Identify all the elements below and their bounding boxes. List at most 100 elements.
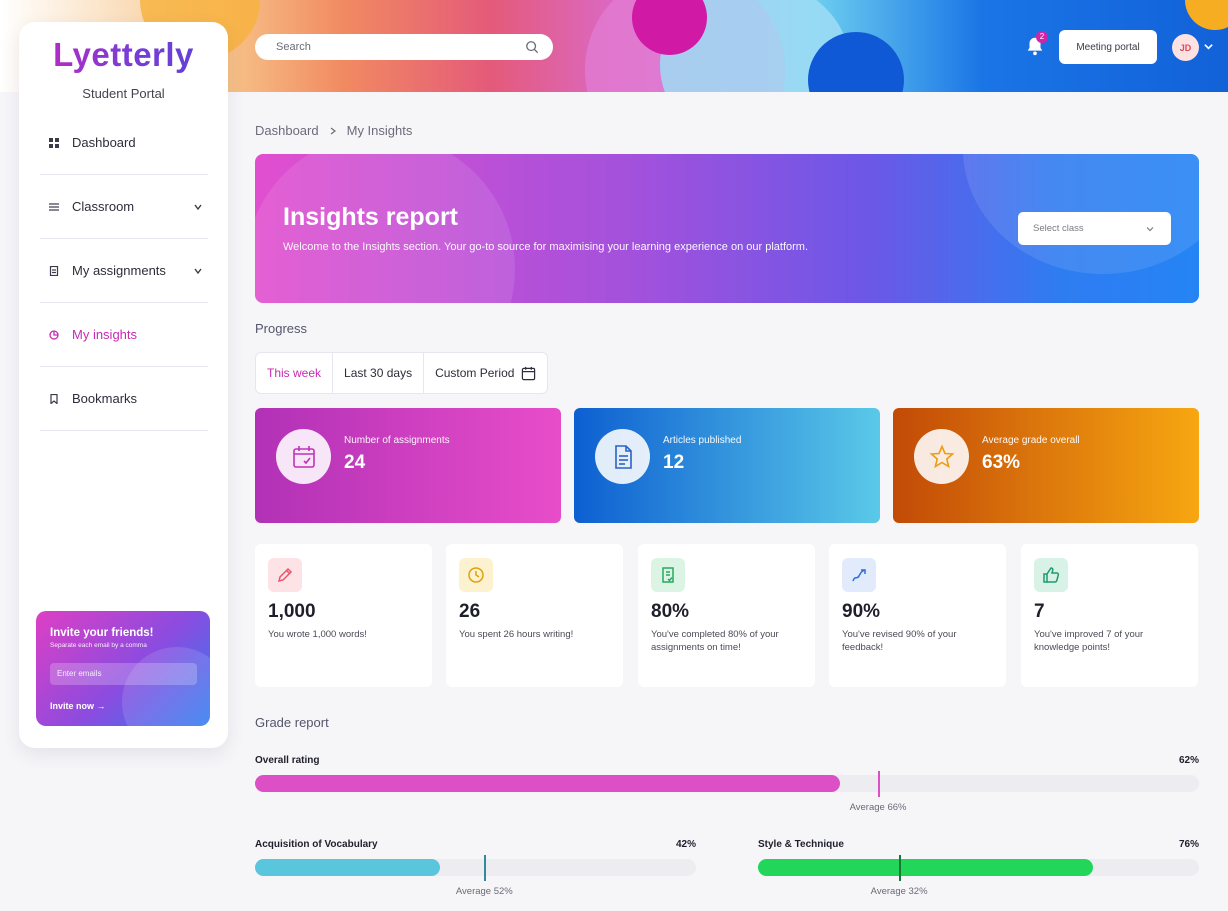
average-marker <box>484 855 487 881</box>
stat-icon-box <box>268 558 302 592</box>
notification-badge: 2 <box>1036 31 1048 43</box>
kpi-card-assignments: Number of assignments 24 <box>255 408 561 523</box>
list-icon <box>49 202 59 211</box>
portal-label: Student Portal <box>82 86 165 101</box>
stat-value: 7 <box>1034 601 1045 622</box>
star-icon <box>929 443 954 468</box>
tab-last-30-days[interactable]: Last 30 days <box>333 353 425 393</box>
select-class-dropdown[interactable]: Select class <box>1018 212 1171 245</box>
decor-circle <box>122 647 210 726</box>
stat-description: You've completed 80% of your assignments… <box>651 629 779 653</box>
breadcrumb-current: My Insights <box>346 123 413 138</box>
kpi-icon-circle <box>914 429 969 484</box>
kpi-card-articles: Articles published 12 <box>574 408 880 523</box>
search-input[interactable]: Search <box>255 34 553 60</box>
chevron-down-icon[interactable] <box>193 202 203 212</box>
average-label: Average 52% <box>455 886 513 897</box>
kpi-value: 24 <box>344 452 366 473</box>
select-class-placeholder: Select class <box>1033 223 1084 234</box>
chevron-down-icon[interactable] <box>193 266 203 276</box>
average-marker <box>878 771 881 797</box>
invite-subtitle: Separate each email by a comma <box>50 642 147 649</box>
sidebar-nav: Dashboard Classroom My assignments My in… <box>40 111 208 431</box>
kpi-label: Articles published <box>663 435 742 446</box>
stat-value: 26 <box>459 601 481 622</box>
average-label: Average 66% <box>849 802 907 813</box>
progress-title: Progress <box>255 321 308 336</box>
grade-report-title: Grade report <box>255 715 329 730</box>
logo[interactable]: Lyetterly <box>19 36 228 74</box>
search-icon[interactable] <box>525 40 539 54</box>
tab-this-week[interactable]: This week <box>256 353 334 393</box>
grade-bar-label: Overall rating <box>255 755 320 766</box>
breadcrumb: Dashboard My Insights <box>255 123 412 138</box>
stat-card-words: 1,000 You wrote 1,000 words! <box>255 544 432 687</box>
stat-description: You spent 26 hours writing! <box>459 629 574 640</box>
grade-bar-value: 42% <box>675 839 696 850</box>
kpi-label: Average grade overall <box>982 435 1080 446</box>
progress-fill <box>255 859 441 876</box>
grade-bar-label: Acquisition of Vocabulary <box>255 839 378 850</box>
grade-bar-value: 76% <box>1178 839 1199 850</box>
chevron-down-icon[interactable] <box>1203 41 1214 52</box>
stat-icon-box <box>651 558 685 592</box>
bookmark-icon <box>50 393 58 404</box>
checklist-icon <box>662 567 674 583</box>
grade-bar-value: 62% <box>1178 755 1199 766</box>
avatar[interactable]: JD <box>1172 34 1199 61</box>
sidebar-item-dashboard[interactable]: Dashboard <box>40 111 208 175</box>
period-tabs: This week Last 30 days Custom Period <box>255 352 549 394</box>
average-label: Average 32% <box>870 886 928 897</box>
tab-custom-period[interactable]: Custom Period <box>424 353 547 393</box>
breadcrumb-dashboard[interactable]: Dashboard <box>255 123 319 138</box>
pie-chart-icon <box>49 329 59 340</box>
kpi-label: Number of assignments <box>344 435 450 446</box>
meeting-portal-button[interactable]: Meeting portal <box>1059 30 1157 64</box>
stat-card-revised: 90% You've revised 90% of your feedback! <box>829 544 1006 687</box>
grid-icon <box>49 137 59 148</box>
stat-description: You've revised 90% of your feedback! <box>842 629 957 653</box>
sidebar-item-my-assignments[interactable]: My assignments <box>40 239 208 303</box>
stat-card-hours: 26 You spent 26 hours writing! <box>446 544 623 687</box>
tab-custom-period-label: Custom Period <box>435 366 515 380</box>
stat-description: You wrote 1,000 words! <box>268 629 367 640</box>
invite-email-input[interactable]: Enter emails <box>50 663 197 685</box>
progress-fill <box>255 775 841 792</box>
sidebar-item-label: My assignments <box>72 263 166 278</box>
kpi-icon-circle <box>276 429 331 484</box>
pencil-icon <box>277 567 293 583</box>
stat-value: 80% <box>651 601 690 622</box>
stat-icon-box <box>842 558 876 592</box>
thumbs-up-icon <box>1043 567 1060 583</box>
trend-icon <box>852 569 866 582</box>
sidebar-item-bookmarks[interactable]: Bookmarks <box>40 367 208 431</box>
grade-bar-overall: Overall rating 62% Average 66% <box>255 755 1199 813</box>
progress-track: Average 66% <box>255 771 1199 813</box>
page-title: Insights report <box>283 203 459 231</box>
decor-circle <box>255 154 515 303</box>
stat-card-improved: 7 You've improved 7 of your knowledge po… <box>1021 544 1198 687</box>
invite-card: Invite your friends! Separate each email… <box>36 611 210 726</box>
grade-bar-label: Style & Technique <box>758 839 844 850</box>
kpi-value: 63% <box>982 452 1021 473</box>
calendar-icon <box>522 366 536 380</box>
progress-fill <box>758 859 1094 876</box>
hero-description: Welcome to the Insights section. Your go… <box>283 241 809 253</box>
invite-now-button[interactable]: Invite now → <box>50 701 106 711</box>
file-text-icon <box>614 444 632 469</box>
search-placeholder: Search <box>276 41 311 53</box>
calendar-check-icon <box>292 445 315 468</box>
sidebar: Lyetterly Student Portal Dashboard Class… <box>19 22 228 748</box>
sidebar-item-my-insights[interactable]: My insights <box>40 303 208 367</box>
stat-description: You've improved 7 of your knowledge poin… <box>1034 629 1144 653</box>
chevron-right-icon <box>330 127 336 134</box>
decor-blob <box>1185 0 1228 30</box>
sidebar-item-label: Bookmarks <box>72 391 138 406</box>
chevron-down-icon <box>1146 226 1154 231</box>
stat-card-completed: 80% You've completed 80% of your assignm… <box>638 544 815 687</box>
sidebar-item-classroom[interactable]: Classroom <box>40 175 208 239</box>
stat-value: 90% <box>842 601 881 622</box>
sidebar-item-label: My insights <box>72 327 138 342</box>
invite-title: Invite your friends! <box>50 627 154 639</box>
insights-hero: Insights report Welcome to the Insights … <box>255 154 1199 303</box>
